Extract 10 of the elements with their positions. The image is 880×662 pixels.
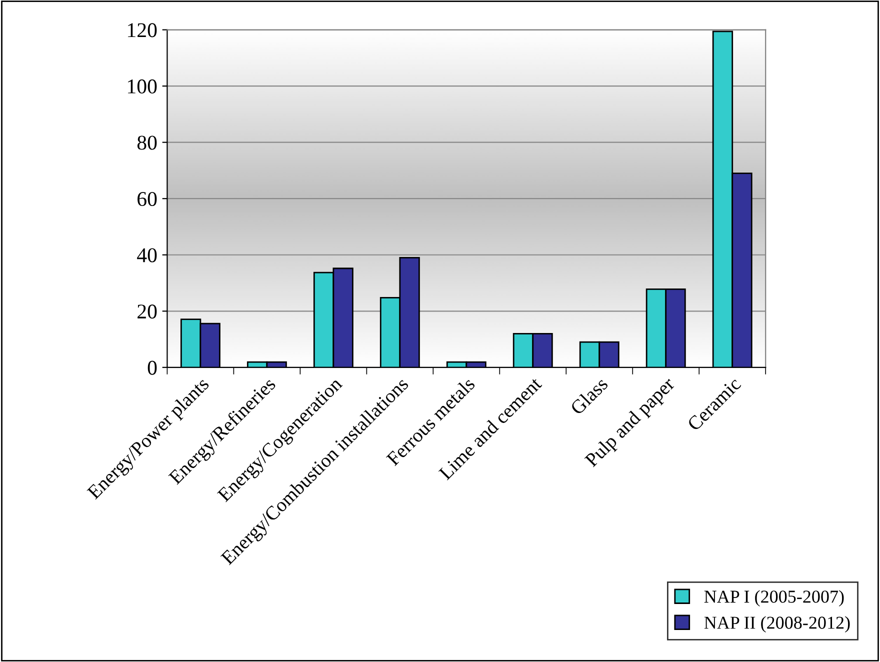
x-tick-label: Glass [569, 376, 609, 416]
y-tick-label: 20 [138, 304, 157, 319]
y-tick-label: 60 [138, 192, 157, 206]
legend-label: NAP II (2008-2012) [704, 616, 850, 633]
y-tick-label: 80 [137, 136, 157, 150]
y-tick-label: 0 [148, 360, 157, 375]
y-tick-label: 120 [128, 23, 157, 38]
y-tick-label: 40 [137, 248, 157, 262]
legend-label: NAP I (2005-2007) [704, 590, 844, 606]
y-tick-label: 100 [128, 79, 157, 94]
